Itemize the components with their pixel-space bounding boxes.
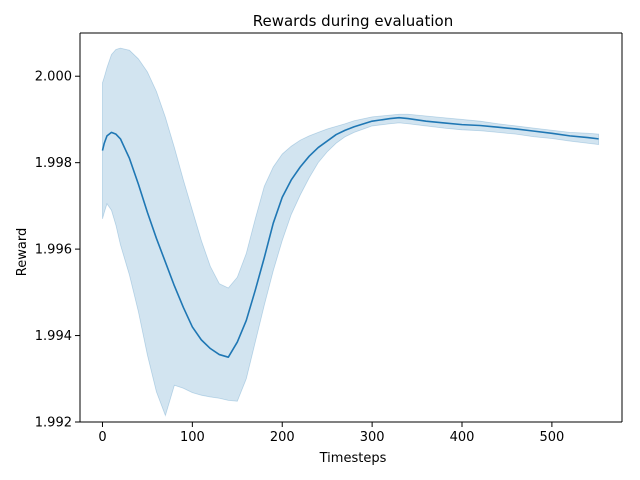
axes-frame <box>79 32 623 423</box>
y-tick-label: 1.994 <box>35 329 72 344</box>
mean-reward-line <box>101 116 599 358</box>
x-tick-label: 100 <box>180 430 205 445</box>
x-tick-label: 0 <box>98 430 106 445</box>
y-tick-label: 1.998 <box>35 156 72 171</box>
chart-title: Rewards during evaluation <box>253 12 454 30</box>
y-axis-label: Reward <box>15 228 30 276</box>
x-tick-label: 300 <box>360 430 385 445</box>
confidence-band-layer <box>102 47 600 417</box>
x-tick-label: 400 <box>450 430 475 445</box>
y-tick-label: 1.996 <box>35 243 72 258</box>
y-tick-label: 1.992 <box>35 416 72 431</box>
x-axis-label: Timesteps <box>319 451 387 466</box>
confidence-band <box>102 47 600 417</box>
x-ticks: 0 100 200 300 400 500 <box>98 422 564 445</box>
x-tick-label: 200 <box>270 430 295 445</box>
mean-line-layer <box>101 116 599 358</box>
y-ticks: 1.992 1.994 1.996 1.998 2.000 <box>35 70 80 431</box>
x-tick-label: 500 <box>539 430 564 445</box>
y-tick-label: 2.000 <box>35 70 72 85</box>
